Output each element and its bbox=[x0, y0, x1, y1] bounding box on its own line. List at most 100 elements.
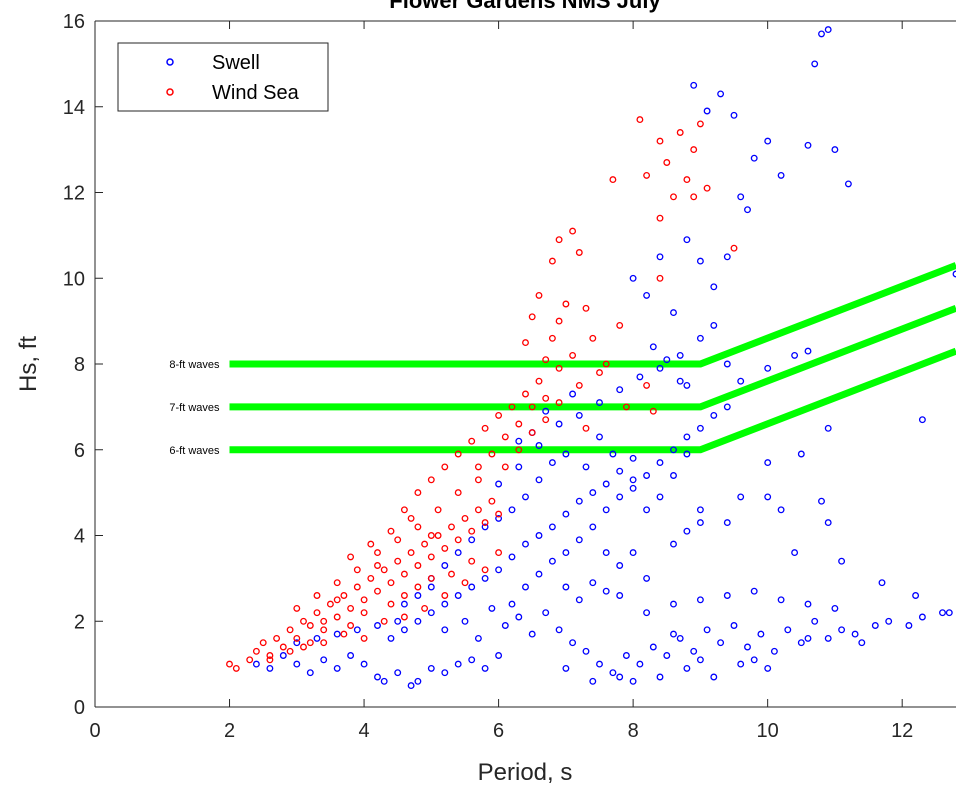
point-swell-5 bbox=[320, 656, 328, 664]
point-swell-127 bbox=[844, 180, 852, 188]
point-swell-121 bbox=[777, 171, 785, 179]
point-swell-137 bbox=[723, 360, 731, 368]
point-wind-sea-45 bbox=[374, 562, 381, 569]
reference-line-label-1: 7-ft waves bbox=[169, 402, 220, 414]
point-wind-sea-61 bbox=[414, 489, 422, 497]
point-wind-sea-137 bbox=[387, 527, 395, 535]
point-swell-47 bbox=[616, 493, 624, 501]
point-wind-sea-24 bbox=[394, 557, 402, 565]
point-swell-162 bbox=[656, 493, 664, 501]
point-wind-sea-46 bbox=[387, 600, 395, 608]
point-swell-88 bbox=[757, 630, 765, 638]
point-swell-210 bbox=[683, 664, 691, 672]
point-swell-133 bbox=[670, 309, 677, 317]
point-swell-45 bbox=[589, 523, 597, 531]
point-swell-46 bbox=[602, 506, 610, 514]
point-swell-38 bbox=[629, 454, 637, 462]
point-wind-sea-69 bbox=[522, 390, 529, 398]
point-swell-170 bbox=[562, 583, 570, 591]
y-axis-label: Hs, ft bbox=[15, 336, 42, 392]
point-wind-sea-28 bbox=[421, 540, 429, 548]
point-swell-123 bbox=[811, 60, 819, 68]
point-wind-sea-116 bbox=[643, 381, 651, 389]
point-swell-85 bbox=[717, 639, 725, 647]
point-wind-sea-100 bbox=[636, 116, 644, 124]
point-swell-212 bbox=[737, 660, 745, 668]
point-swell-80 bbox=[649, 643, 657, 651]
point-swell-189 bbox=[441, 626, 449, 634]
point-wind-sea-2 bbox=[246, 656, 254, 664]
point-swell-208 bbox=[858, 639, 866, 647]
point-swell-58 bbox=[535, 442, 543, 449]
point-swell-51 bbox=[670, 446, 677, 454]
point-swell-39 bbox=[508, 600, 516, 608]
point-swell-75 bbox=[582, 647, 590, 655]
point-wind-sea-10 bbox=[300, 617, 307, 625]
point-swell-131 bbox=[643, 291, 651, 299]
point-swell-214 bbox=[562, 664, 570, 672]
point-swell-57 bbox=[515, 463, 523, 471]
point-swell-30 bbox=[522, 540, 529, 548]
point-wind-sea-139 bbox=[347, 553, 355, 561]
point-wind-sea-25 bbox=[400, 570, 408, 578]
point-swell-179 bbox=[562, 450, 570, 458]
point-swell-15 bbox=[441, 669, 449, 677]
point-swell-50 bbox=[656, 459, 664, 467]
point-swell-55 bbox=[723, 403, 731, 411]
point-wind-sea-73 bbox=[542, 416, 550, 424]
point-swell-37 bbox=[616, 467, 624, 475]
point-wind-sea-35 bbox=[468, 527, 476, 535]
point-swell-76 bbox=[596, 660, 603, 668]
point-swell-84 bbox=[703, 626, 711, 634]
point-swell-53 bbox=[696, 424, 704, 432]
point-swell-110 bbox=[683, 381, 691, 389]
point-swell-172 bbox=[589, 579, 597, 587]
point-swell-126 bbox=[831, 146, 839, 154]
point-swell-206 bbox=[750, 656, 758, 664]
point-wind-sea-8 bbox=[286, 626, 294, 634]
point-wind-sea-113 bbox=[656, 274, 664, 282]
reference-lines bbox=[229, 262, 956, 454]
point-wind-sea-4 bbox=[259, 639, 267, 647]
point-swell-197 bbox=[663, 356, 671, 364]
point-swell-114 bbox=[737, 193, 745, 201]
point-wind-sea-71 bbox=[515, 446, 523, 454]
point-swell-13 bbox=[414, 677, 422, 685]
point-swell-3 bbox=[293, 660, 301, 668]
x-tick-label-2: 4 bbox=[359, 720, 370, 742]
legend: Swell Wind Sea bbox=[117, 42, 329, 112]
y-tick-label-1: 2 bbox=[74, 611, 85, 633]
point-wind-sea-87 bbox=[589, 334, 597, 342]
point-swell-67 bbox=[474, 634, 482, 642]
point-wind-sea-115 bbox=[649, 407, 657, 415]
point-swell-154 bbox=[939, 609, 946, 617]
y-tick-label-8: 16 bbox=[63, 11, 85, 33]
point-wind-sea-85 bbox=[575, 249, 583, 256]
point-swell-153 bbox=[912, 592, 920, 599]
point-swell-186 bbox=[400, 600, 408, 608]
point-swell-2 bbox=[279, 652, 287, 659]
point-wind-sea-112 bbox=[670, 193, 677, 201]
point-wind-sea-134 bbox=[448, 570, 455, 578]
point-swell-99 bbox=[918, 613, 926, 621]
point-swell-59 bbox=[555, 420, 563, 428]
point-wind-sea-75 bbox=[535, 377, 543, 385]
point-swell-74 bbox=[569, 639, 577, 647]
point-swell-66 bbox=[461, 617, 469, 625]
point-swell-56 bbox=[495, 480, 503, 488]
point-swell-42 bbox=[548, 557, 556, 565]
point-swell-217 bbox=[629, 677, 637, 685]
point-swell-149 bbox=[824, 519, 832, 527]
point-swell-112 bbox=[710, 283, 718, 291]
point-wind-sea-59 bbox=[474, 476, 482, 484]
point-wind-sea-54 bbox=[374, 549, 381, 557]
point-swell-218 bbox=[670, 630, 677, 638]
point-swell-181 bbox=[441, 562, 449, 569]
point-wind-sea-81 bbox=[535, 291, 543, 299]
y-tick-label-4: 8 bbox=[74, 354, 85, 376]
point-wind-sea-125 bbox=[360, 634, 368, 642]
point-swell-23 bbox=[427, 609, 435, 617]
y-tick-label-0: 0 bbox=[74, 697, 85, 719]
point-wind-sea-91 bbox=[569, 351, 577, 359]
legend-box bbox=[117, 42, 329, 112]
